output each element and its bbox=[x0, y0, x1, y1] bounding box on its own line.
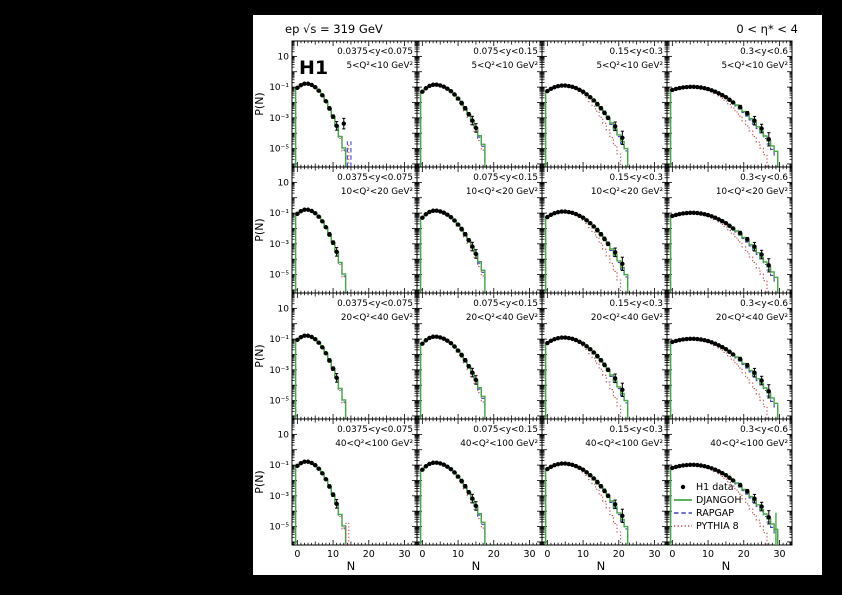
q2-bin-label: 5<Q²<10 GeV² bbox=[721, 61, 788, 71]
y-tick-label: 10⁻¹ bbox=[269, 83, 289, 93]
panel-r1-c2: 0.15<y<0.3 10<Q²<20 GeV² bbox=[541, 166, 668, 294]
x-axis-title: N bbox=[347, 559, 356, 573]
legend-label: PYTHIA 8 bbox=[696, 521, 739, 532]
y-bin-label: 0.0375<y<0.075 bbox=[337, 47, 413, 57]
x-tick-label: 30 bbox=[523, 549, 535, 560]
panel-r3-c1: 0.075<y<0.15 40<Q²<100 GeV² 0 10 20 30 N bbox=[416, 418, 543, 573]
x-tick-label: 0 bbox=[669, 549, 675, 560]
panel-r1-c1: 0.075<y<0.15 10<Q²<20 GeV² bbox=[416, 166, 543, 294]
y-bin-label: 0.075<y<0.15 bbox=[473, 425, 538, 435]
beam-energy-label: ep √s = 319 GeV bbox=[285, 22, 383, 36]
y-bin-label: 0.15<y<0.3 bbox=[609, 299, 663, 309]
x-tick-label: 20 bbox=[738, 549, 750, 560]
legend-label: H1 data bbox=[696, 482, 734, 493]
x-tick-label: 30 bbox=[398, 549, 410, 560]
panel-r0-c0: 0.0375<y<0.075 5<Q²<10 GeV² H1 10 10⁻¹ 10⁻³ 10… bbox=[253, 40, 418, 168]
y-axis-title: P(N) bbox=[253, 470, 266, 493]
panel-r0-c1: 0.075<y<0.15 5<Q²<10 GeV² bbox=[416, 40, 543, 168]
q2-bin-label: 20<Q²<40 GeV² bbox=[466, 313, 538, 323]
y-bin-label: 0.15<y<0.3 bbox=[609, 173, 663, 183]
panel-r0-c2: 0.15<y<0.3 5<Q²<10 GeV² bbox=[541, 40, 668, 168]
x-tick-label: 10 bbox=[452, 549, 464, 560]
panel-r3-c0: 0.0375<y<0.075 40<Q²<100 GeV² 10 10⁻¹ 10⁻³ 10… bbox=[253, 418, 418, 573]
q2-bin-label: 40<Q²<100 GeV² bbox=[335, 439, 413, 449]
y-tick-label: 10 bbox=[278, 430, 290, 440]
y-tick-label: 10⁻⁵ bbox=[269, 145, 289, 155]
x-tick-label: 10 bbox=[577, 549, 589, 560]
x-tick-label: 30 bbox=[773, 549, 785, 560]
q2-bin-label: 10<Q²<20 GeV² bbox=[341, 187, 413, 197]
y-bin-label: 0.0375<y<0.075 bbox=[337, 299, 413, 309]
y-tick-label: 10⁻³ bbox=[269, 492, 289, 502]
x-tick-label: 20 bbox=[488, 549, 500, 560]
q2-bin-label: 10<Q²<20 GeV² bbox=[591, 187, 663, 197]
y-tick-label: 10 bbox=[278, 304, 290, 314]
figure-canvas: ep √s = 319 GeV 0 < η* < 4 0.0375<y<0.07… bbox=[253, 15, 822, 575]
panel-r3-c3: 0.3<y<0.6 40<Q²<100 GeV² 0 10 20 30 N H1 data DJ… bbox=[666, 418, 793, 573]
q2-bin-label: 5<Q²<10 GeV² bbox=[471, 61, 538, 71]
y-tick-label: 10⁻³ bbox=[269, 366, 289, 376]
y-tick-label: 10⁻¹ bbox=[269, 209, 289, 219]
y-tick-label: 10⁻⁵ bbox=[269, 271, 289, 281]
x-tick-label: 10 bbox=[702, 549, 714, 560]
panel-r1-c0: 0.0375<y<0.075 10<Q²<20 GeV² 10 10⁻¹ 10⁻³ 10⁻… bbox=[253, 166, 418, 294]
x-tick-label: 20 bbox=[613, 549, 625, 560]
y-axis-title: P(N) bbox=[253, 344, 266, 367]
y-axis-title: P(N) bbox=[253, 92, 266, 115]
panel-r2-c0: 0.0375<y<0.075 20<Q²<40 GeV² 10 10⁻¹ 10⁻³ 10⁻… bbox=[253, 292, 418, 420]
q2-bin-label: 20<Q²<40 GeV² bbox=[341, 313, 413, 323]
panel-r3-c2: 0.15<y<0.3 40<Q²<100 GeV² 0 10 20 30 N bbox=[541, 418, 668, 573]
y-tick-label: 10 bbox=[278, 52, 290, 62]
x-tick-label: 0 bbox=[544, 549, 550, 560]
y-bin-label: 0.075<y<0.15 bbox=[473, 173, 538, 183]
y-bin-label: 0.075<y<0.15 bbox=[473, 47, 538, 57]
y-bin-label: 0.3<y<0.6 bbox=[740, 47, 788, 57]
legend-label: DJANGOH bbox=[696, 495, 742, 506]
legend-label: RAPGAP bbox=[696, 508, 734, 519]
q2-bin-label: 40<Q²<100 GeV² bbox=[585, 439, 663, 449]
y-bin-label: 0.3<y<0.6 bbox=[740, 299, 788, 309]
panel-r0-c3: 0.3<y<0.6 5<Q²<10 GeV² bbox=[666, 40, 793, 168]
y-tick-label: 10⁻¹ bbox=[269, 335, 289, 345]
x-tick-label: 30 bbox=[648, 549, 660, 560]
q2-bin-label: 5<Q²<10 GeV² bbox=[346, 61, 413, 71]
y-bin-label: 0.15<y<0.3 bbox=[609, 47, 663, 57]
y-tick-label: 10⁻³ bbox=[269, 114, 289, 124]
y-bin-label: 0.15<y<0.3 bbox=[609, 425, 663, 435]
x-axis-title: N bbox=[722, 559, 731, 573]
y-bin-label: 0.3<y<0.6 bbox=[740, 425, 788, 435]
y-axis-title: P(N) bbox=[253, 218, 266, 241]
y-bin-label: 0.3<y<0.6 bbox=[740, 173, 788, 183]
x-tick-label: 20 bbox=[363, 549, 375, 560]
x-tick-label: 0 bbox=[419, 549, 425, 560]
x-axis-title: N bbox=[472, 559, 481, 573]
panel-r1-c3: 0.3<y<0.6 10<Q²<20 GeV² bbox=[666, 166, 793, 294]
y-tick-label: 10⁻⁵ bbox=[269, 523, 289, 533]
panel-r2-c3: 0.3<y<0.6 20<Q²<40 GeV² bbox=[666, 292, 793, 420]
panel-r2-c2: 0.15<y<0.3 20<Q²<40 GeV² bbox=[541, 292, 668, 420]
eta-range-label: 0 < η* < 4 bbox=[736, 22, 798, 36]
x-tick-label: 10 bbox=[327, 549, 339, 560]
experiment-logo: H1 bbox=[299, 57, 328, 79]
panel-r2-c1: 0.075<y<0.15 20<Q²<40 GeV² bbox=[416, 292, 543, 420]
q2-bin-label: 10<Q²<20 GeV² bbox=[716, 187, 788, 197]
legend-marker-data bbox=[680, 484, 686, 490]
y-bin-label: 0.075<y<0.15 bbox=[473, 299, 538, 309]
q2-bin-label: 40<Q²<100 GeV² bbox=[710, 439, 788, 449]
q2-bin-label: 5<Q²<10 GeV² bbox=[596, 61, 663, 71]
y-bin-label: 0.0375<y<0.075 bbox=[337, 173, 413, 183]
y-tick-label: 10⁻³ bbox=[269, 240, 289, 250]
y-tick-label: 10⁻⁵ bbox=[269, 397, 289, 407]
plot-grid: 0.0375<y<0.075 5<Q²<10 GeV² H1 10 10⁻¹ 10⁻³ 10… bbox=[253, 40, 793, 573]
q2-bin-label: 20<Q²<40 GeV² bbox=[716, 313, 788, 323]
y-tick-label: 10⁻¹ bbox=[269, 461, 289, 471]
q2-bin-label: 40<Q²<100 GeV² bbox=[460, 439, 538, 449]
y-bin-label: 0.0375<y<0.075 bbox=[337, 425, 413, 435]
q2-bin-label: 10<Q²<20 GeV² bbox=[466, 187, 538, 197]
x-axis-title: N bbox=[597, 559, 606, 573]
y-tick-label: 10 bbox=[278, 178, 290, 188]
q2-bin-label: 20<Q²<40 GeV² bbox=[591, 313, 663, 323]
x-tick-label: 0 bbox=[294, 549, 300, 560]
